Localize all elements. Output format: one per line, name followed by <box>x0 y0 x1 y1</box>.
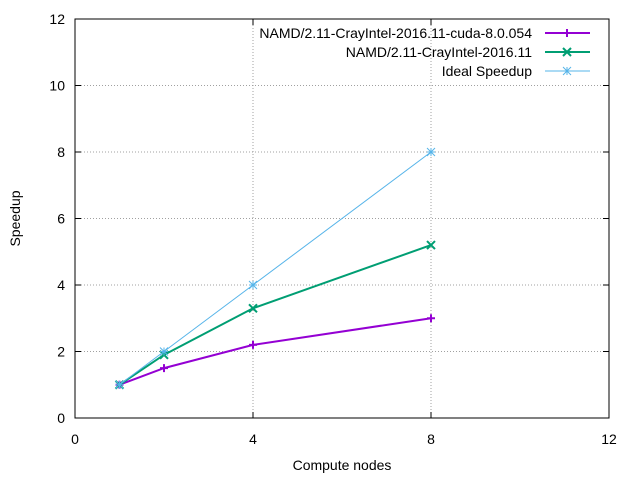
series-line <box>119 317 432 386</box>
y-tick-label: 0 <box>57 410 65 426</box>
x-tick-label: 12 <box>601 431 617 447</box>
y-tick-label: 12 <box>49 11 65 27</box>
data-point <box>115 380 124 390</box>
y-tick-label: 6 <box>57 211 65 227</box>
y-tick-label: 10 <box>49 78 65 94</box>
y-axis-label: Speedup <box>7 190 23 246</box>
data-point <box>562 47 572 57</box>
data-point <box>426 240 436 250</box>
x-tick-label: 4 <box>249 431 257 447</box>
axis-ticks: 0 2 4 6 8 10 12 0 4 8 12 <box>49 11 617 447</box>
data-point <box>159 347 169 356</box>
data-point <box>160 364 168 373</box>
x-axis-label: Compute nodes <box>293 457 392 473</box>
legend: NAMD/2.11-CrayIntel-2016.11-cuda-8.0.054… <box>259 25 590 79</box>
x-tick-label: 0 <box>71 431 79 447</box>
x-tick-label: 8 <box>427 431 435 447</box>
data-point <box>427 314 435 323</box>
y-tick-label: 4 <box>57 277 65 293</box>
series-line <box>119 151 432 386</box>
data-point <box>426 147 436 157</box>
y-tick-label: 2 <box>57 344 65 360</box>
data-point <box>562 66 572 76</box>
legend-label: NAMD/2.11-CrayIntel-2016.11 <box>346 44 532 60</box>
data-point <box>563 29 571 37</box>
series-line <box>118 244 432 386</box>
data-point <box>248 303 258 313</box>
series-group <box>114 147 436 390</box>
data-point <box>249 340 257 349</box>
grid <box>75 19 609 418</box>
data-point <box>248 280 258 290</box>
legend-label: Ideal Speedup <box>442 63 533 79</box>
y-tick-label: 8 <box>57 144 65 160</box>
legend-label: NAMD/2.11-CrayIntel-2016.11-cuda-8.0.054 <box>259 25 532 41</box>
